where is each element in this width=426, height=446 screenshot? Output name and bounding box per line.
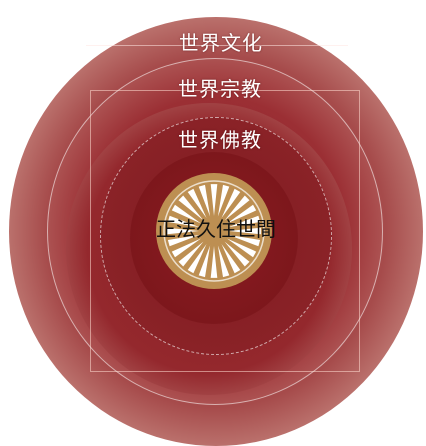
wheel-spoke: [167, 215, 200, 228]
wheel-spoke: [227, 204, 257, 224]
guide-frame: [90, 90, 360, 372]
wheel-spoke: [210, 184, 218, 216]
wheel-spoke: [187, 188, 207, 218]
wheel-spoke: [198, 245, 211, 278]
top-guide-line: [86, 45, 348, 46]
wheel-spoke: [171, 204, 201, 224]
world-buddhism-label: 世界佛教: [178, 128, 262, 152]
world-religion-label: 世界宗教: [178, 77, 262, 101]
wheel-spoke: [221, 244, 241, 274]
wheel-spoke: [229, 227, 261, 235]
wheel-spoke: [198, 184, 211, 217]
wheel-spoke: [228, 234, 261, 247]
wheel-spoke: [228, 215, 261, 228]
world-culture-label: 世界文化: [179, 31, 263, 55]
wheel-spoke: [178, 195, 204, 221]
wheel-spoke: [227, 238, 257, 258]
dharma-wheel-icon: [156, 173, 272, 289]
wheel-spoke: [210, 246, 218, 278]
wheel-spoke: [217, 245, 230, 278]
center-label: 正法久住世間: [156, 217, 276, 241]
wheel-spoke: [224, 195, 250, 221]
wheel-spoke: [187, 244, 207, 274]
wheel-spoke: [217, 184, 230, 217]
wheel-spoke: [221, 188, 241, 218]
wheel-spoke: [167, 234, 200, 247]
wheel-spoke: [178, 241, 204, 267]
wheel-spoke: [171, 238, 201, 258]
wheel-spoke: [167, 227, 199, 235]
wheel-spoke: [224, 241, 250, 267]
